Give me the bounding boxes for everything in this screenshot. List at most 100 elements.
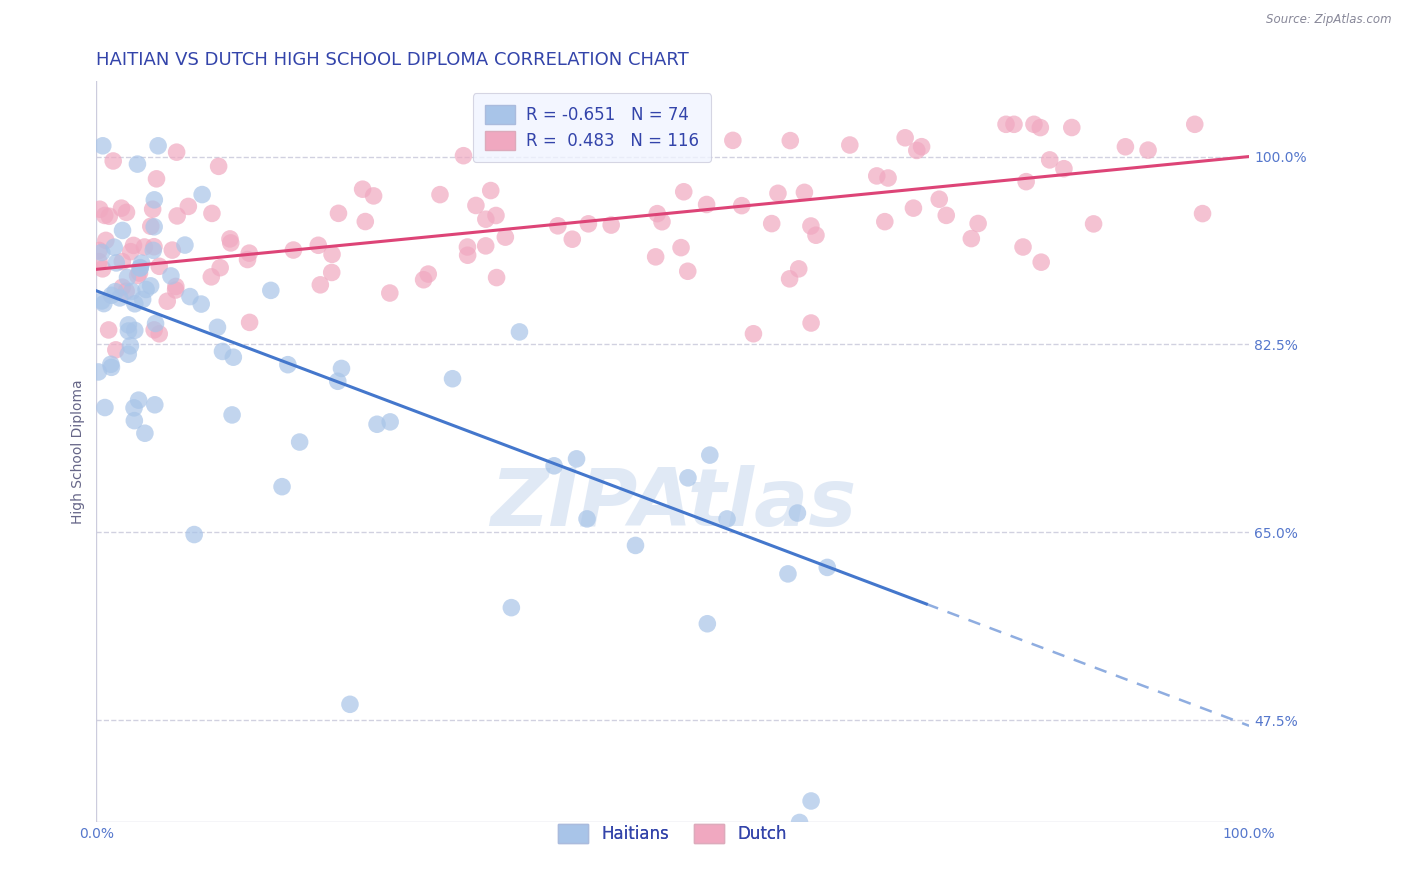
Point [90, 293, 112, 308]
Point [501, 600, 523, 615]
Point [457, 248, 479, 262]
Point [838, 138, 860, 153]
Point [721, 133, 744, 147]
Point [508, 325, 530, 339]
Point [1053, 161, 1076, 176]
Point [766, 186, 789, 201]
Point [894, 130, 917, 145]
Point [91, 261, 114, 276]
Point [1191, 206, 1213, 220]
Point [905, 144, 928, 158]
Point [143, 323, 166, 337]
Point [645, 207, 668, 221]
Point [565, 451, 588, 466]
Point [165, 283, 187, 297]
Point [696, 197, 718, 211]
Point [111, 223, 134, 237]
Point [578, 217, 600, 231]
Point [363, 189, 385, 203]
Point [238, 246, 260, 260]
Point [547, 219, 569, 233]
Point [128, 393, 150, 408]
Point [142, 244, 165, 258]
Point [644, 250, 666, 264]
Point [166, 145, 188, 160]
Point [651, 215, 673, 229]
Point [148, 326, 170, 341]
Point [129, 261, 152, 276]
Point [366, 417, 388, 432]
Point [354, 214, 377, 228]
Point [800, 219, 823, 233]
Point [1060, 120, 1083, 135]
Point [761, 217, 783, 231]
Point [110, 201, 132, 215]
Point [339, 698, 361, 712]
Point [418, 267, 440, 281]
Text: ZIPAtlas: ZIPAtlas [489, 465, 856, 542]
Point [307, 238, 329, 252]
Point [479, 184, 502, 198]
Point [464, 198, 486, 212]
Point [378, 286, 401, 301]
Point [191, 187, 214, 202]
Point [676, 471, 699, 485]
Point [93, 296, 115, 310]
Point [873, 214, 896, 228]
Point [903, 201, 925, 215]
Point [134, 426, 156, 441]
Point [221, 408, 243, 422]
Point [91, 138, 114, 153]
Point [124, 414, 146, 428]
Point [127, 157, 149, 171]
Point [1039, 153, 1062, 167]
Point [935, 208, 957, 222]
Point [696, 616, 718, 631]
Point [219, 232, 242, 246]
Point [624, 538, 647, 552]
Point [93, 209, 115, 223]
Point [129, 260, 152, 275]
Point [321, 265, 343, 279]
Point [910, 139, 932, 153]
Point [260, 284, 283, 298]
Point [494, 230, 516, 244]
Point [166, 209, 188, 223]
Point [143, 193, 166, 207]
Point [352, 182, 374, 196]
Point [103, 240, 125, 254]
Point [1002, 117, 1025, 131]
Point [131, 293, 153, 307]
Point [309, 277, 332, 292]
Point [111, 280, 134, 294]
Point [121, 285, 143, 299]
Point [277, 358, 299, 372]
Point [115, 205, 138, 219]
Point [271, 480, 294, 494]
Point [1031, 255, 1053, 269]
Point [131, 256, 153, 270]
Point [128, 266, 150, 280]
Point [815, 560, 838, 574]
Point [143, 219, 166, 234]
Point [1184, 117, 1206, 131]
Point [98, 209, 121, 223]
Point [108, 291, 131, 305]
Point [122, 401, 145, 415]
Point [104, 343, 127, 357]
Point [219, 235, 242, 250]
Point [104, 285, 127, 299]
Point [207, 159, 229, 173]
Point [800, 794, 823, 808]
Point [543, 458, 565, 473]
Point [211, 344, 233, 359]
Point [786, 506, 808, 520]
Point [87, 254, 110, 268]
Point [1022, 117, 1045, 131]
Point [672, 185, 695, 199]
Point [127, 268, 149, 283]
Point [139, 278, 162, 293]
Point [143, 240, 166, 254]
Point [669, 241, 692, 255]
Point [928, 192, 950, 206]
